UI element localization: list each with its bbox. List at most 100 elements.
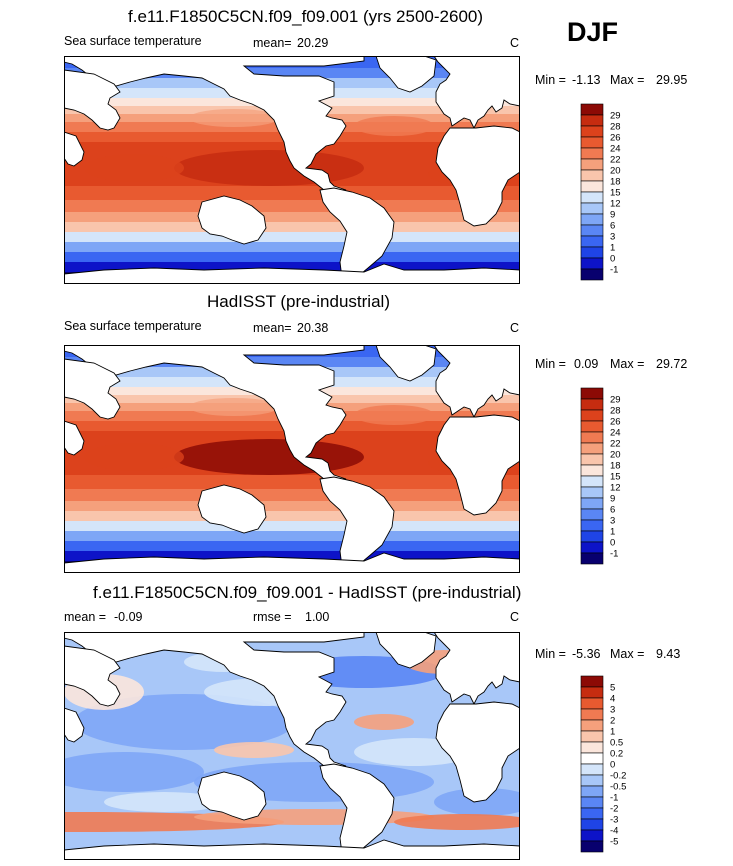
colorbar-box: [580, 552, 604, 565]
colorbar-box: [580, 191, 604, 204]
colorbar-box: [580, 442, 604, 455]
land-europe-asia: [433, 632, 520, 706]
land-australia: [197, 484, 267, 534]
colorbar-box: [580, 818, 604, 831]
colorbar-box: [580, 246, 604, 259]
colorbar-tick-label: 0: [610, 254, 615, 265]
land-africa: [435, 701, 520, 803]
colorbar-tick-label: 2: [610, 716, 615, 727]
colorbar-tick-label: -4: [610, 826, 618, 837]
colorbar-tick-label: -5: [610, 837, 618, 848]
panel2-variable: Sea surface temperature: [64, 319, 202, 333]
colorbar-tick-label: 1: [610, 527, 615, 538]
land-asia-west: [64, 69, 121, 131]
map-frame: [64, 632, 520, 860]
colorbar-tick-label: 5: [610, 683, 615, 694]
land-north-america: [64, 345, 365, 480]
colorbar-tick-label: 15: [610, 188, 621, 199]
colorbar-box: [580, 807, 604, 820]
colorbar-box: [580, 774, 604, 787]
panel3-rmse-label: rmse =: [253, 610, 292, 624]
panel2-max-label: Max =: [610, 357, 645, 371]
colorbar-tick-label: 24: [610, 144, 621, 155]
colorbar-box: [580, 103, 604, 116]
panel2-map: [64, 345, 520, 573]
colorbar-box: [580, 464, 604, 477]
colorbar-box: [580, 530, 604, 543]
colorbar-box: [580, 453, 604, 466]
colorbar-tick-label: 0.5: [610, 738, 623, 749]
panel3-max-label: Max =: [610, 647, 645, 661]
season-label: DJF: [567, 17, 619, 47]
colorbar-tick-label: 22: [610, 155, 621, 166]
land-australia: [197, 771, 267, 821]
colorbar-box: [580, 125, 604, 138]
land-north-america: [64, 632, 365, 767]
colorbar-box: [580, 202, 604, 215]
panel1-max-value: 29.95: [656, 73, 688, 87]
colorbar-box: [580, 169, 604, 182]
colorbar-box: [580, 763, 604, 776]
land-greenland: [375, 56, 437, 93]
colorbar-box: [580, 741, 604, 754]
panel2-min-value: 0.09: [574, 357, 599, 371]
colorbar-tick-label: 28: [610, 122, 621, 133]
land-north-america: [64, 56, 365, 191]
land-africa: [435, 125, 520, 227]
panel1-min-label: Min =: [535, 73, 566, 87]
colorbar-tick-label: 3: [610, 516, 615, 527]
colorbar-tick-label: 26: [610, 133, 621, 144]
colorbar-tick-label: 0.2: [610, 749, 623, 760]
colorbar-tick-label: -2: [610, 804, 618, 815]
colorbar-box: [580, 508, 604, 521]
colorbar-tick-label: -3: [610, 815, 618, 826]
colorbar-box: [580, 829, 604, 842]
colorbar-tick-label: 3: [610, 705, 615, 716]
land-asia-west: [64, 645, 121, 707]
colorbar-tick-label: -0.2: [610, 771, 626, 782]
colorbar-box: [580, 268, 604, 281]
colorbar-box: [580, 752, 604, 765]
colorbar-tick-label: 20: [610, 166, 621, 177]
colorbar-box: [580, 541, 604, 554]
colorbar-box: [580, 519, 604, 532]
colorbar-tick-label: -1: [610, 793, 618, 804]
colorbar-box: [580, 180, 604, 193]
panel1-mean-value: 20.29: [297, 36, 329, 50]
colorbar-box: [580, 114, 604, 127]
panel3-min-value: -5.36: [572, 647, 601, 661]
colorbar-box: [580, 158, 604, 171]
colorbar-box: [580, 730, 604, 743]
colorbar-box: [580, 486, 604, 499]
map-frame: [64, 56, 520, 284]
panel3-max-value: 9.43: [656, 647, 681, 661]
colorbar-box: [580, 213, 604, 226]
panel3-title: f.e11.F1850C5CN.f09_f09.001 - HadISST (p…: [93, 583, 522, 602]
colorbar-tick-label: 3: [610, 232, 615, 243]
land-australia: [197, 195, 267, 245]
panel2-max-value: 29.72: [656, 357, 688, 371]
panel2-mean-value: 20.38: [297, 321, 329, 335]
colorbar-tick-label: 12: [610, 199, 621, 210]
colorbar-tick-label: 9: [610, 210, 615, 221]
panel1-title: f.e11.F1850C5CN.f09_f09.001 (yrs 2500-26…: [128, 7, 484, 26]
colorbar-tick-label: 1: [610, 243, 615, 254]
panel2-units: C: [510, 321, 520, 335]
land-africa: [435, 414, 520, 516]
colorbar-box: [580, 475, 604, 488]
land-europe-asia: [433, 56, 520, 130]
colorbar-tick-label: 22: [610, 439, 621, 450]
colorbar-tick-label: -1: [610, 265, 618, 276]
colorbar-box: [580, 796, 604, 809]
colorbar-box: [580, 409, 604, 422]
land-antarctica: [64, 552, 520, 573]
panel1-max-label: Max =: [610, 73, 645, 87]
panel1-mean-label: mean=: [253, 36, 292, 50]
panel3-map: [64, 632, 520, 860]
colorbar-tick-label: 0: [610, 760, 615, 771]
land-europe-asia: [433, 345, 520, 419]
panel3-min-label: Min =: [535, 647, 566, 661]
panel3-rmse-value: 1.00: [305, 610, 330, 624]
